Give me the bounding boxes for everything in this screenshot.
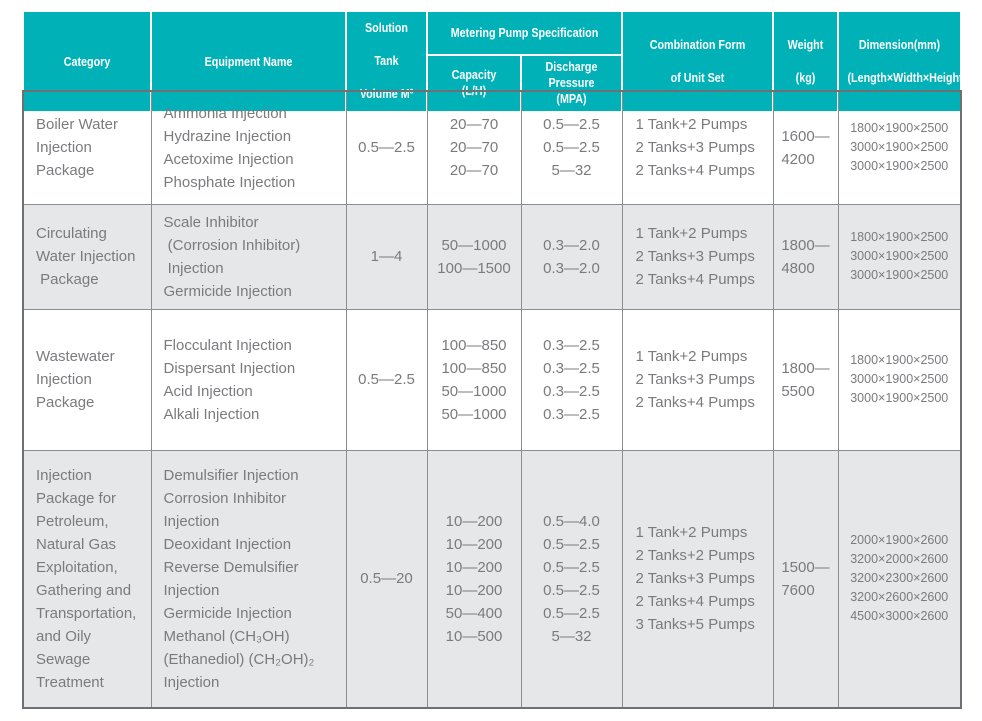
equipment-text: Flocculant Injection Dispersant Injectio… (163, 336, 296, 423)
equipment-text: Ammonia Injection Hydrazine Injection Ac… (163, 104, 296, 191)
weight-text: 1800— 5500 (781, 359, 830, 400)
tank-volume-text: 1—4 (370, 248, 403, 265)
cell-discharge: 0.3—2.0 0.3—2.0 (520, 203, 623, 310)
dimension-text: 1800×1900×2500 3000×1900×2500 3000×1900×… (850, 230, 949, 282)
cell-capacity: 50—1000 100—1500 (426, 203, 522, 310)
cell-tank-volume: 0.5—20 (345, 449, 428, 709)
weight-text: 1600— 4200 (781, 127, 830, 168)
dimension-text: 1800×1900×2500 3000×1900×2500 3000×1900×… (850, 353, 949, 405)
category-text: Injection Package for Petroleum, Natural… (36, 466, 137, 691)
equipment-text: Scale Inhibitor (Corrosion Inhibitor) In… (163, 213, 301, 300)
tank-volume-text: 0.5—2.5 (358, 371, 415, 388)
capacity-text: 20—70 20—70 20—70 (449, 116, 499, 180)
combination-text: 1 Tank+2 Pumps 2 Tanks+3 Pumps 2 Tanks+4… (635, 116, 755, 180)
table-row-petroleum-injection: Injection Package for Petroleum, Natural… (22, 449, 962, 709)
discharge-text: 0.3—2.0 0.3—2.0 (543, 236, 600, 277)
table-row-wastewater: Wastewater Injection Package Flocculant … (22, 308, 962, 451)
weight-text: 1800— 4800 (781, 236, 830, 277)
col-header-weight-label: Weight (kg) (787, 37, 824, 85)
spec-table-body: Boiler Water Injection Package Ammonia I… (22, 90, 962, 709)
cell-discharge: 0.5—2.5 0.5—2.5 5—32 (520, 90, 623, 205)
dimension-text: 1800×1900×2500 3000×1900×2500 3000×1900×… (850, 121, 949, 174)
category-text: Circulating Water Injection Package (36, 225, 136, 288)
cell-weight: 1800— 4800 (772, 203, 839, 310)
col-header-equipment-label: Equipment Name (204, 54, 293, 69)
cell-discharge: 0.3—2.5 0.3—2.5 0.3—2.5 0.3—2.5 (520, 308, 623, 451)
equipment-text: Demulsifier Injection Corrosion Inhibito… (163, 466, 315, 691)
col-header-combination-label: Combination Form of Unit Set (649, 37, 746, 85)
table-row-boiler-water: Boiler Water Injection Package Ammonia I… (22, 90, 962, 205)
cell-dimension: 2000×1900×2600 3200×2000×2600 3200×2300×… (837, 449, 962, 709)
table-row-circulating-water: Circulating Water Injection Package Scal… (22, 203, 962, 310)
discharge-text: 0.5—4.0 0.5—2.5 0.5—2.5 0.5—2.5 0.5—2.5 … (543, 512, 600, 645)
combination-text: 1 Tank+2 Pumps 2 Tanks+3 Pumps 2 Tanks+4… (635, 225, 755, 288)
cell-category: Injection Package for Petroleum, Natural… (22, 449, 152, 709)
combination-text: 1 Tank+2 Pumps 2 Tanks+3 Pumps 2 Tanks+4… (635, 348, 755, 411)
cell-tank-volume: 0.5—2.5 (345, 308, 428, 451)
tank-volume-text: 0.5—2.5 (358, 139, 415, 157)
cell-category: Wastewater Injection Package (22, 308, 152, 451)
cell-discharge: 0.5—4.0 0.5—2.5 0.5—2.5 0.5—2.5 0.5—2.5 … (520, 449, 623, 709)
cell-dimension: 1800×1900×2500 3000×1900×2500 3000×1900×… (837, 308, 962, 451)
col-header-category-label: Category (63, 54, 111, 69)
cell-equipment: Ammonia Injection Hydrazine Injection Ac… (150, 90, 347, 205)
cell-category: Circulating Water Injection Package (22, 203, 152, 310)
cell-capacity: 20—70 20—70 20—70 (426, 90, 522, 205)
cell-dimension: 1800×1900×2500 3000×1900×2500 3000×1900×… (837, 90, 962, 205)
tank-volume-text: 0.5—20 (360, 570, 413, 588)
capacity-text: 100—850 100—850 50—1000 50—1000 (441, 336, 507, 423)
col-header-dimension-label: Dimension(mm) (Length×Width×Height) (847, 37, 967, 85)
cell-combination: 1 Tank+2 Pumps 2 Tanks+3 Pumps 2 Tanks+4… (621, 308, 774, 451)
cell-capacity: 10—200 10—200 10—200 10—200 50—400 10—50… (426, 449, 522, 709)
category-text: Wastewater Injection Package (36, 348, 115, 411)
cell-equipment: Flocculant Injection Dispersant Injectio… (150, 308, 347, 451)
cell-equipment: Scale Inhibitor (Corrosion Inhibitor) In… (150, 203, 347, 310)
dimension-text: 2000×1900×2600 3200×2000×2600 3200×2300×… (850, 533, 949, 624)
cell-tank-volume: 1—4 (345, 203, 428, 310)
category-text: Boiler Water Injection Package (36, 116, 118, 180)
col-header-metering-pump: Metering Pump Specification (426, 10, 623, 56)
cell-combination: 1 Tank+2 Pumps 2 Tanks+2 Pumps 2 Tanks+3… (621, 449, 774, 709)
weight-text: 1500— 7600 (781, 558, 830, 599)
cell-tank-volume: 0.5—2.5 (345, 90, 428, 205)
col-header-metering-pump-label: Metering Pump Specification (450, 25, 599, 40)
cell-weight: 1800— 5500 (772, 308, 839, 451)
cell-combination: 1 Tank+2 Pumps 2 Tanks+3 Pumps 2 Tanks+4… (621, 203, 774, 310)
cell-category: Boiler Water Injection Package (22, 90, 152, 205)
cell-equipment: Demulsifier Injection Corrosion Inhibito… (150, 449, 347, 709)
cell-capacity: 100—850 100—850 50—1000 50—1000 (426, 308, 522, 451)
cell-weight: 1600— 4200 (772, 90, 839, 205)
capacity-text: 10—200 10—200 10—200 10—200 50—400 10—50… (445, 512, 503, 645)
combination-text: 1 Tank+2 Pumps 2 Tanks+2 Pumps 2 Tanks+3… (635, 524, 755, 634)
cell-dimension: 1800×1900×2500 3000×1900×2500 3000×1900×… (837, 203, 962, 310)
cell-combination: 1 Tank+2 Pumps 2 Tanks+3 Pumps 2 Tanks+4… (621, 90, 774, 205)
discharge-text: 0.3—2.5 0.3—2.5 0.3—2.5 0.3—2.5 (543, 336, 600, 423)
cell-weight: 1500— 7600 (772, 449, 839, 709)
capacity-text: 50—1000 100—1500 (437, 236, 511, 277)
discharge-text: 0.5—2.5 0.5—2.5 5—32 (543, 116, 600, 180)
